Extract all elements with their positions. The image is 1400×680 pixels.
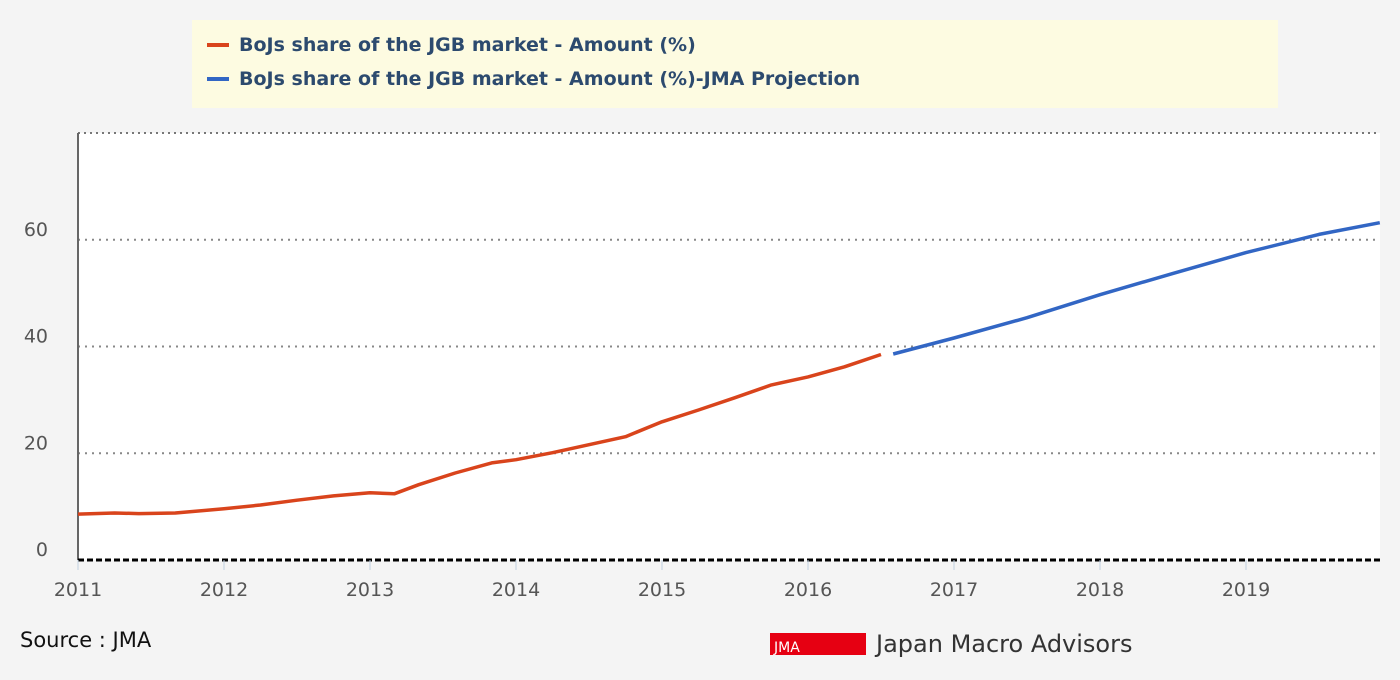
y-tick-label: 40 xyxy=(24,326,48,348)
actual-series-line xyxy=(77,352,882,516)
legend-swatch-projection xyxy=(207,77,229,81)
legend-swatch-actual xyxy=(207,43,229,47)
legend-label-projection: BoJs share of the JGB market - Amount (%… xyxy=(239,68,861,90)
x-tick-label: 2013 xyxy=(346,579,394,601)
legend-label-actual: BoJs share of the JGB market - Amount (%… xyxy=(239,34,696,56)
logo-mark: JMA xyxy=(770,633,866,655)
x-tick-label: 2019 xyxy=(1222,579,1270,601)
y-tick-label: 20 xyxy=(24,432,48,454)
x-tick-label: 2011 xyxy=(54,579,102,601)
y-tick-label: 60 xyxy=(24,219,48,241)
projection-series-line xyxy=(892,220,1381,356)
y-tick-label: 0 xyxy=(36,539,48,561)
source-note: Source : JMA xyxy=(20,628,152,652)
legend-item-projection[interactable]: BoJs share of the JGB market - Amount (%… xyxy=(207,68,860,90)
x-tick-label: 2015 xyxy=(638,579,686,601)
legend: BoJs share of the JGB market - Amount (%… xyxy=(192,20,1278,108)
line-chart: 0 20 40 60 2011 2012 2013 2014 2015 2016 2017 2018 2… xyxy=(24,132,1381,601)
x-tick-label: 2018 xyxy=(1076,579,1124,601)
legend-item-actual[interactable]: BoJs share of the JGB market - Amount (%… xyxy=(207,34,696,56)
x-tick-label: 2012 xyxy=(200,579,248,601)
x-tick-label: 2016 xyxy=(784,579,832,601)
x-tick-label: 2017 xyxy=(930,579,978,601)
logo-text: Japan Macro Advisors xyxy=(876,630,1133,658)
x-tick-label: 2014 xyxy=(492,579,540,601)
jma-logo: JMA Japan Macro Advisors xyxy=(770,630,1133,658)
